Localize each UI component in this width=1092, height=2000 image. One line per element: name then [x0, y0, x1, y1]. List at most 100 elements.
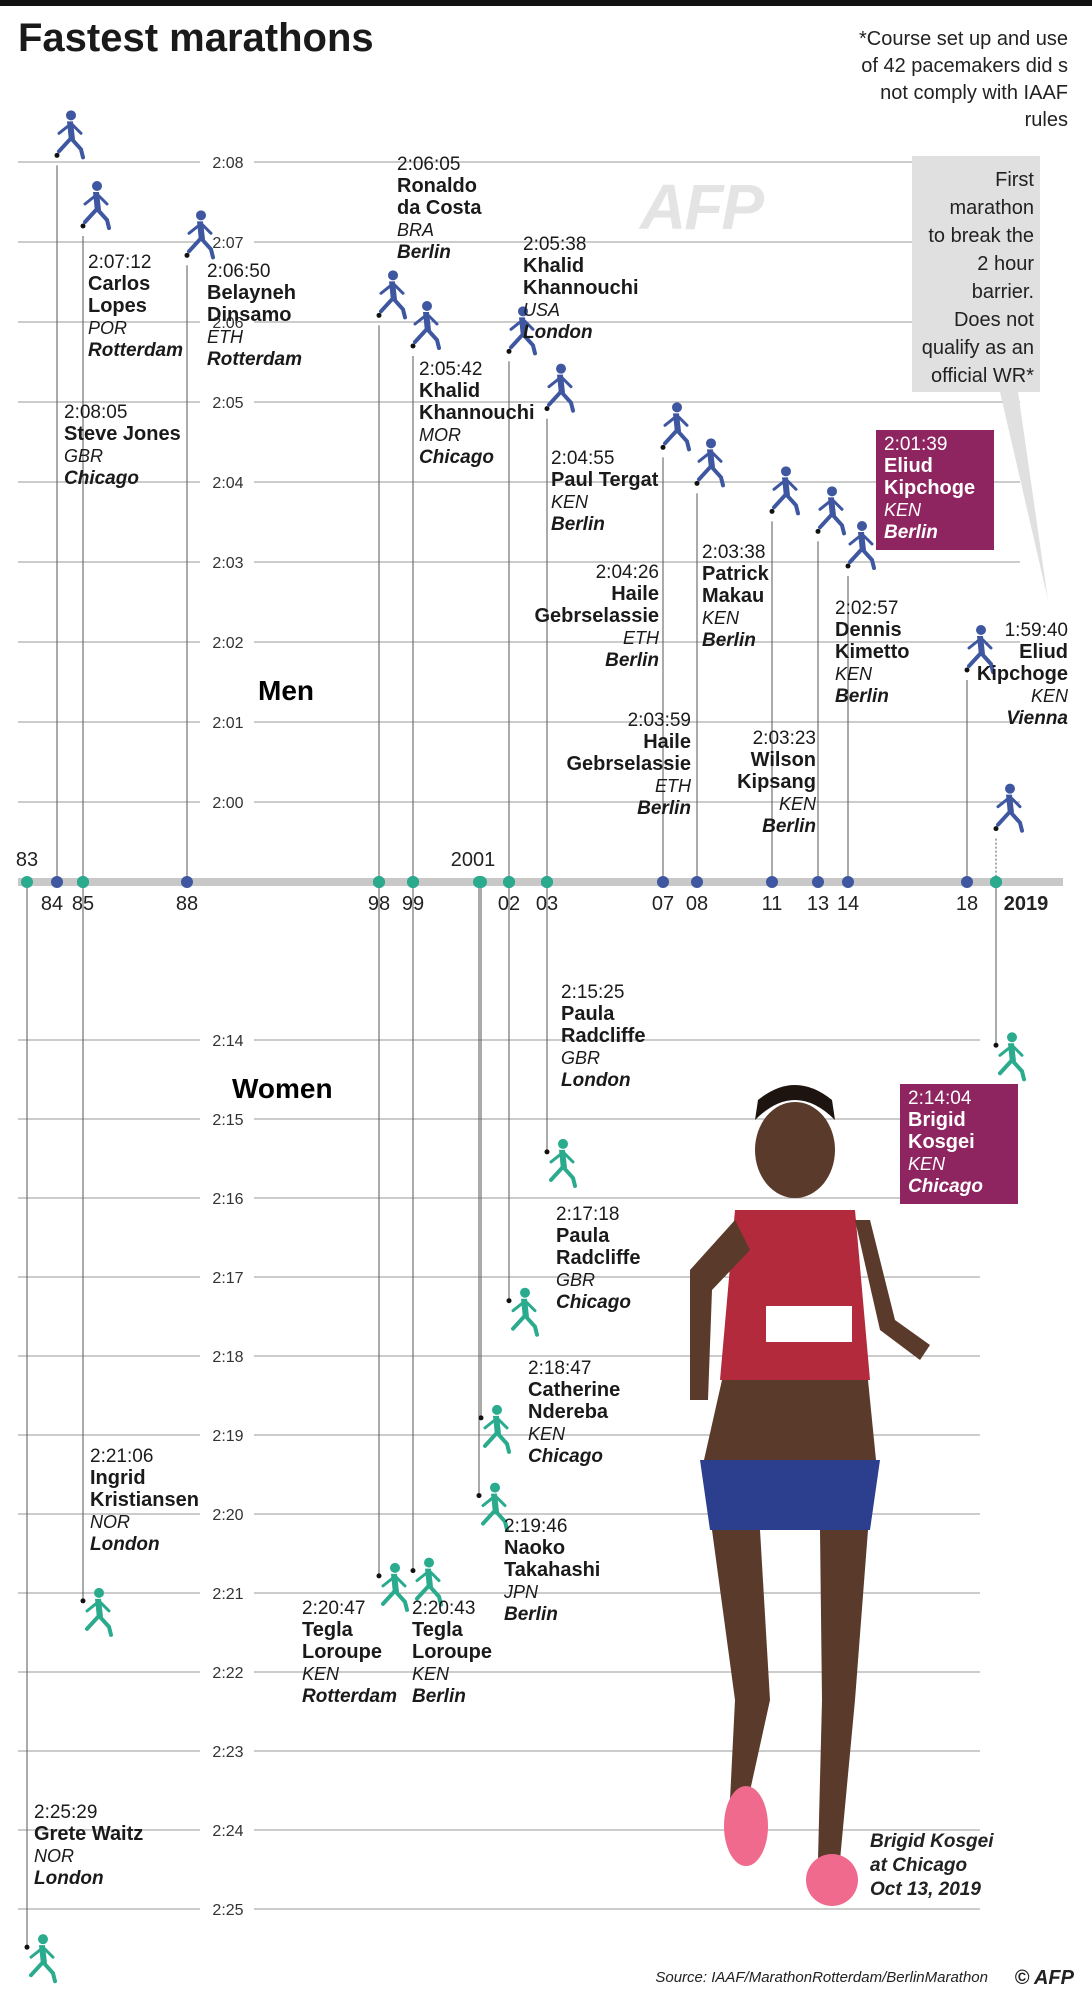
women-tick-label: 2:22 — [212, 1665, 243, 1682]
women-record-point — [544, 1149, 550, 1155]
record-label-line: Berlin — [412, 1686, 466, 1707]
record-label-line: KEN — [835, 664, 873, 684]
record-label-line: Kosgei — [908, 1131, 975, 1153]
men-runner-icon — [996, 783, 1024, 833]
record-label-line: Chicago — [528, 1446, 603, 1467]
record-label-line: POR — [88, 318, 127, 338]
record-label-line: Catherine — [528, 1379, 620, 1401]
men-year-dot — [766, 876, 778, 888]
record-label-line: KEN — [908, 1154, 946, 1174]
tick-bg — [200, 1819, 254, 1841]
record-label-line: Paula — [556, 1225, 610, 1247]
record-label-line: Berlin — [702, 630, 756, 651]
record-label-line: USA — [523, 300, 560, 320]
record-label-line: 2:04:55 — [551, 448, 614, 469]
record-label-line: Naoko — [504, 1537, 565, 1559]
photo-torso — [704, 1380, 876, 1460]
tick-bg — [200, 1661, 254, 1683]
record-label-line: 2:08:05 — [64, 402, 127, 423]
men-year-dot — [812, 876, 824, 888]
record-label-line: KEN — [884, 500, 922, 520]
year-tick-label: 14 — [837, 893, 859, 915]
women-tick-label: 2:18 — [212, 1349, 243, 1366]
women-year-dot — [77, 876, 89, 888]
record-highlight-box — [900, 1084, 1018, 1204]
record-label-line: Takahashi — [504, 1559, 600, 1581]
record-label-line: Chicago — [556, 1292, 631, 1313]
tick-bg — [200, 1187, 254, 1209]
tick-bg — [200, 391, 254, 413]
record-label-line: Berlin — [762, 816, 816, 837]
record-label-line: Eliud — [1019, 641, 1068, 663]
record-label-line: Khannouchi — [419, 402, 535, 424]
record-label-line: Ronaldo — [397, 175, 477, 197]
record-label-line: Makau — [702, 585, 764, 607]
women-record-point — [376, 1573, 382, 1579]
record-label-line: Kristiansen — [90, 1489, 199, 1511]
men-record-point — [993, 826, 999, 832]
top-rule — [0, 0, 1092, 6]
tick-bg — [200, 1266, 254, 1288]
record-label-line: Vienna — [1006, 708, 1068, 729]
record-label-line: Steve Jones — [64, 423, 181, 445]
record-label-line: Berlin — [884, 522, 938, 543]
record-label-line: 2:19:46 — [504, 1516, 567, 1537]
men-tick-label: 2:06 — [212, 315, 243, 332]
two-hour-callout-box — [912, 156, 1048, 600]
record-label-line: KEN — [779, 794, 817, 814]
record-label-line: Berlin — [835, 686, 889, 707]
women-tick-label: 2:24 — [212, 1823, 243, 1840]
women-record-point — [478, 1415, 484, 1421]
record-label-line: 2:21:06 — [90, 1446, 153, 1467]
tick-bg — [200, 1424, 254, 1446]
tick-bg — [200, 231, 254, 253]
record-label-line: Khannouchi — [523, 277, 639, 299]
record-label-line: Khalid — [523, 255, 584, 277]
men-year-dot — [51, 876, 63, 888]
men-runner-icon — [818, 486, 846, 536]
men-year-dot — [657, 876, 669, 888]
record-label-line: London — [523, 322, 593, 343]
record-label-line: Chicago — [64, 468, 139, 489]
record-label-line: Loroupe — [412, 1641, 492, 1663]
women-year-dot — [21, 876, 33, 888]
leader-lines — [26, 165, 997, 1948]
afp-logo: © AFP — [1014, 1967, 1074, 1989]
record-label-line: NOR — [34, 1846, 74, 1866]
tick-bg — [200, 471, 254, 493]
record-label-line: Rotterdam — [302, 1686, 397, 1707]
record-label-line: Kimetto — [835, 641, 909, 663]
record-label-line: Kipchoge — [884, 477, 975, 499]
year-tick-label: 83 — [16, 849, 38, 871]
men-record-point — [694, 480, 700, 486]
photo-head — [755, 1102, 835, 1198]
women-tick-label: 2:16 — [212, 1191, 243, 1208]
record-label-line: 2:25:29 — [34, 1802, 97, 1823]
photo-hair — [755, 1085, 835, 1120]
tick-bg — [200, 1108, 254, 1130]
tick-bg — [200, 1029, 254, 1051]
women-tick-label: 2:21 — [212, 1586, 243, 1603]
source-note: Source: IAAF/MarathonRotterdam/BerlinMar… — [655, 1969, 988, 1986]
photo-caption: Brigid Kosgei at Chicago Oct 13, 2019 — [870, 1830, 994, 1902]
record-label-line: GBR — [556, 1270, 595, 1290]
record-label-line: ETH — [207, 327, 244, 347]
men-record-point — [964, 667, 970, 673]
women-record-point — [476, 1493, 482, 1499]
men-year-dot — [181, 876, 193, 888]
men-record-point — [410, 343, 416, 349]
tick-bg — [200, 1898, 254, 1920]
record-label-line: London — [561, 1070, 631, 1091]
women-tick-label: 2:17 — [212, 1270, 243, 1287]
men-record-point — [769, 508, 775, 514]
record-label-line: GBR — [561, 1048, 600, 1068]
record-label-line: Paul Tergat — [551, 469, 659, 491]
record-label-line: Berlin — [551, 514, 605, 535]
men-record-point — [544, 406, 550, 412]
women-year-dot — [503, 876, 515, 888]
